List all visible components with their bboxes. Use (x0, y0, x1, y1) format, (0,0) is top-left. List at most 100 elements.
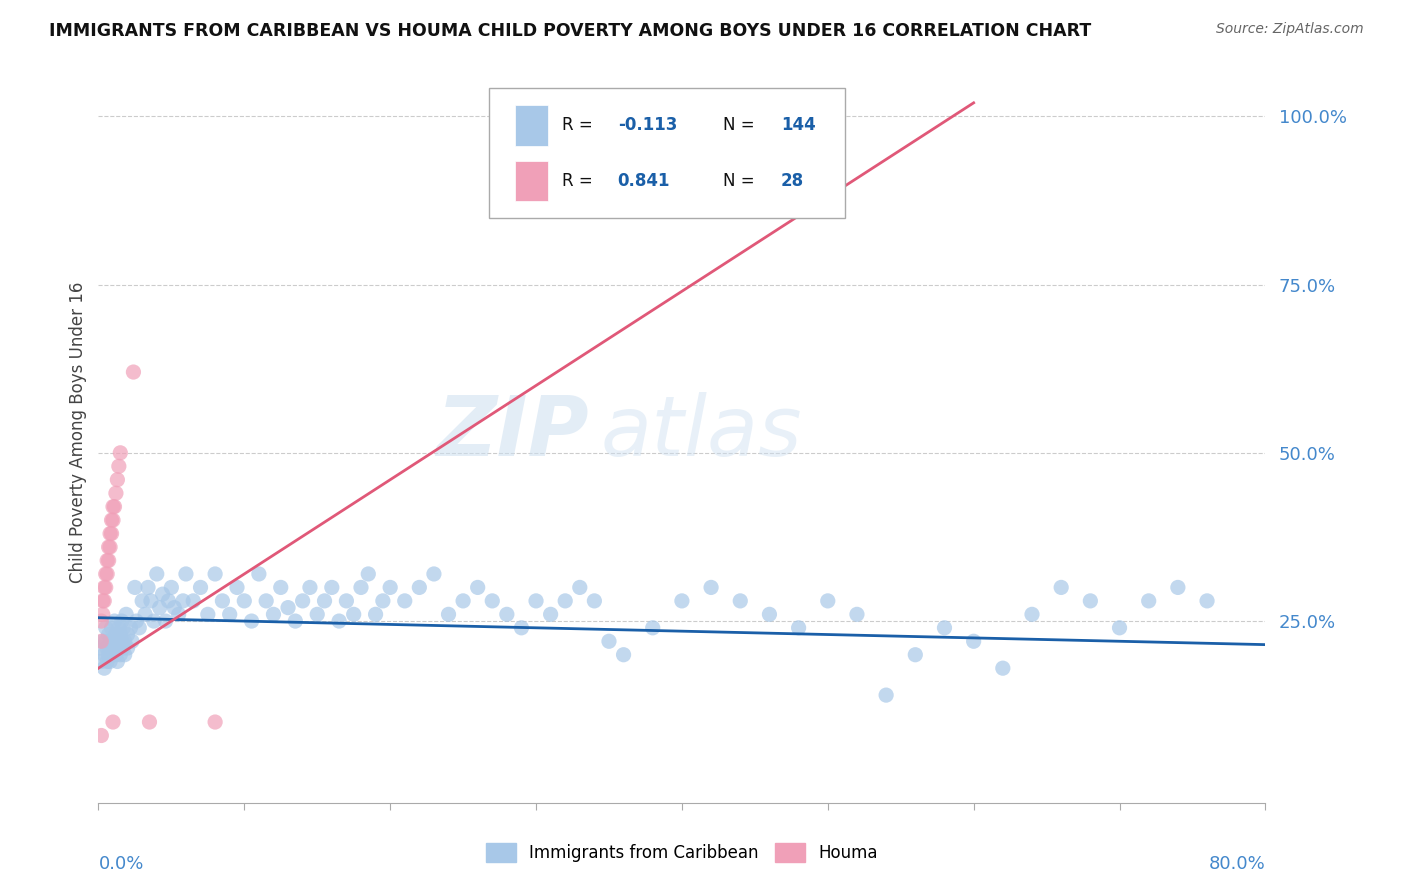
Point (1167, 581, 1189, 595)
Point (817, 594, 839, 608)
Point (612, 648, 634, 662)
Point (583, 594, 606, 608)
Point (846, 607, 869, 622)
Point (138, 714, 160, 729)
Point (152, 587, 174, 601)
Point (1080, 594, 1102, 608)
Point (934, 621, 956, 635)
Point (904, 648, 927, 662)
Text: 0.0%: 0.0% (98, 855, 143, 872)
Point (314, 594, 336, 608)
Text: R =: R = (562, 116, 598, 135)
Point (730, 594, 752, 608)
Point (139, 594, 162, 608)
Text: 28: 28 (782, 172, 804, 190)
Point (357, 566, 380, 581)
Point (89, 640, 111, 655)
Point (136, 581, 159, 595)
Point (105, 655, 128, 669)
Point (204, 566, 226, 581)
Point (211, 594, 233, 608)
Text: 80.0%: 80.0% (1209, 855, 1265, 872)
Point (247, 566, 270, 581)
Point (467, 581, 489, 595)
Point (112, 621, 135, 635)
Point (343, 607, 366, 622)
Text: 144: 144 (782, 116, 815, 135)
Point (105, 473, 128, 487)
Point (98, 634, 121, 648)
Legend: Immigrants from Caribbean, Houma: Immigrants from Caribbean, Houma (479, 836, 884, 869)
Point (125, 614, 148, 628)
Point (524, 594, 547, 608)
Point (115, 607, 138, 622)
Point (328, 614, 350, 628)
Point (112, 640, 135, 655)
Point (1195, 594, 1218, 608)
Point (254, 594, 277, 608)
Point (284, 614, 307, 628)
Point (108, 621, 131, 635)
Point (146, 566, 169, 581)
Point (134, 607, 156, 622)
Point (111, 614, 134, 628)
Point (554, 594, 576, 608)
Point (671, 594, 693, 608)
Point (108, 459, 131, 474)
Point (104, 486, 127, 500)
Point (97, 540, 120, 554)
Text: R =: R = (562, 172, 598, 190)
Point (321, 581, 343, 595)
Point (98, 655, 121, 669)
Point (114, 634, 136, 648)
Point (90, 729, 112, 743)
Point (110, 446, 132, 460)
Point (172, 594, 194, 608)
Point (298, 581, 321, 595)
Point (598, 634, 620, 648)
Point (226, 581, 249, 595)
Point (437, 607, 460, 622)
Point (94, 634, 117, 648)
Point (122, 365, 145, 379)
Point (350, 581, 373, 595)
Point (120, 621, 142, 635)
Point (96, 655, 118, 669)
Point (124, 581, 146, 595)
Point (117, 640, 139, 655)
Point (270, 581, 292, 595)
Point (787, 621, 810, 635)
Point (103, 640, 125, 655)
Point (163, 600, 186, 615)
Text: N =: N = (723, 116, 759, 135)
Point (568, 581, 591, 595)
Point (142, 614, 165, 628)
Point (110, 648, 132, 662)
Point (233, 594, 256, 608)
Point (94, 566, 117, 581)
Text: -0.113: -0.113 (617, 116, 678, 135)
Point (307, 607, 329, 622)
Point (218, 607, 240, 622)
Point (103, 500, 125, 514)
Point (94, 621, 117, 635)
Point (758, 607, 780, 622)
Point (510, 621, 533, 635)
Point (108, 640, 131, 655)
Point (291, 594, 314, 608)
Text: IMMIGRANTS FROM CARIBBEAN VS HOUMA CHILD POVERTY AMONG BOYS UNDER 16 CORRELATION: IMMIGRANTS FROM CARIBBEAN VS HOUMA CHILD… (49, 22, 1091, 40)
Point (98, 526, 121, 541)
Point (90, 655, 112, 669)
Point (197, 607, 219, 622)
Point (101, 648, 124, 662)
Point (190, 581, 212, 595)
Point (110, 627, 132, 641)
Point (149, 600, 172, 615)
Point (1021, 607, 1043, 622)
Point (1137, 594, 1160, 608)
Point (277, 600, 299, 615)
Point (93, 661, 115, 675)
Point (96, 640, 118, 655)
Bar (515, 161, 548, 202)
Point (101, 634, 124, 648)
